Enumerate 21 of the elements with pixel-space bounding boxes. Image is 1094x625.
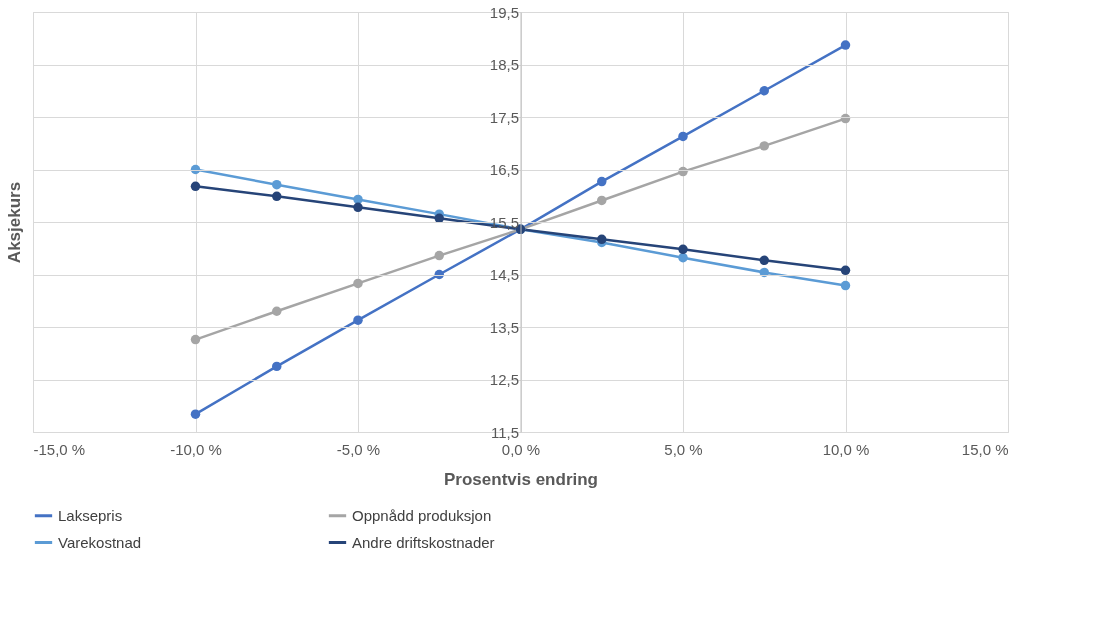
y-tick-label: 19,5 — [489, 3, 519, 21]
y-tick-label: 18,5 — [489, 56, 519, 73]
x-tick-label: -5,0 % — [336, 440, 381, 458]
y-tick-label: 11,5 — [490, 423, 519, 441]
x-axis-title: Prosentvis endring — [444, 469, 598, 489]
x-tick-label: -10,0 % — [170, 440, 222, 458]
x-tick-label: 10,0 % — [822, 440, 870, 458]
y-tick-label: 17,5 — [489, 108, 519, 126]
x-tick-label: 15,0 % — [961, 440, 1009, 458]
x-tick-label: 5,0 % — [664, 440, 703, 458]
legend-label: Laksepris — [58, 506, 123, 524]
y-tick-label: 12,5 — [489, 371, 519, 388]
y-tick-label: 14,5 — [489, 266, 519, 283]
y-tick-label: 16,5 — [489, 161, 519, 178]
legend-label: Oppnådd produksjon — [352, 506, 492, 524]
legend-label: Andre driftskostnader — [352, 533, 495, 551]
x-tick-label: 0,0 % — [501, 440, 541, 458]
y-axis-title: Aksjekurs — [4, 181, 24, 264]
y-tick-label: 13,5 — [489, 318, 519, 336]
legend-label: Varekostnad — [58, 533, 142, 551]
x-tick-label: -15,0 % — [33, 440, 86, 458]
